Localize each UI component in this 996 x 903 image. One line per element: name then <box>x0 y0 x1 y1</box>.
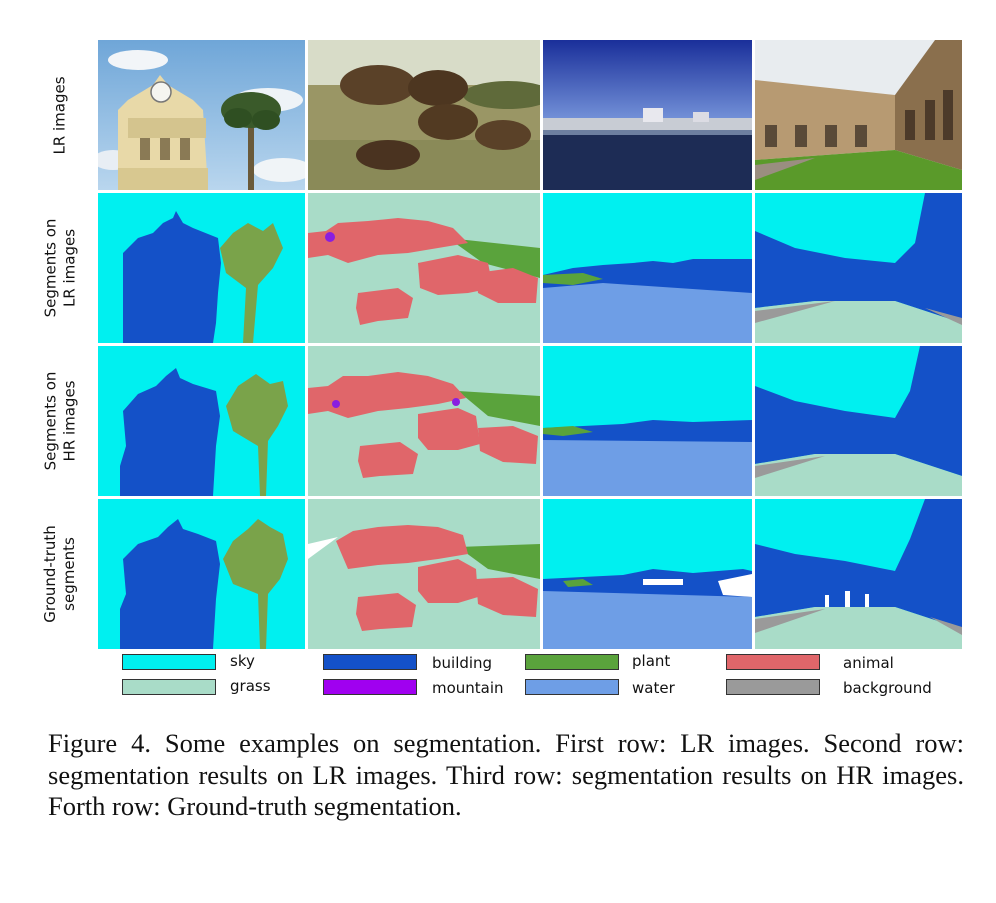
legend-swatch-plant <box>525 654 619 670</box>
seg-lr-courtyard <box>755 193 962 343</box>
lr-photo-harbor <box>543 40 752 190</box>
legend-swatch-animal <box>726 654 820 670</box>
row-label-seg-lr: Segments on LR images <box>41 218 78 318</box>
seg-lr-harbor <box>543 193 752 343</box>
gt-courtyard <box>755 499 962 649</box>
lr-photo-bison <box>308 40 540 190</box>
seg-hr-bell-tower <box>98 346 305 496</box>
legend-swatch-grass <box>122 679 216 695</box>
figure-caption: Figure 4. Some examples on segmentation.… <box>48 728 964 821</box>
seg-hr-bison <box>308 346 540 496</box>
legend-label-mountain: mountain <box>432 679 504 697</box>
legend-label-water: water <box>632 679 675 697</box>
legend-swatch-mountain <box>323 679 417 695</box>
row-label-seg-hr: Segments on HR images <box>41 371 78 471</box>
gt-bison <box>308 499 540 649</box>
legend-label-sky: sky <box>230 652 255 670</box>
seg-lr-bell-tower <box>98 193 305 343</box>
gt-harbor <box>543 499 752 649</box>
seg-lr-bison <box>308 193 540 343</box>
legend-swatch-water <box>525 679 619 695</box>
gt-bell-tower <box>98 499 305 649</box>
row-label-lr: LR images <box>50 75 69 155</box>
legend-swatch-building <box>323 654 417 670</box>
seg-hr-courtyard <box>755 346 962 496</box>
legend-swatch-background <box>726 679 820 695</box>
legend-label-grass: grass <box>230 677 271 695</box>
seg-hr-harbor <box>543 346 752 496</box>
legend-label-background: background <box>843 679 932 697</box>
legend-label-animal: animal <box>843 654 894 672</box>
legend-swatch-sky <box>122 654 216 670</box>
lr-photo-courtyard <box>755 40 962 190</box>
legend-label-plant: plant <box>632 652 671 670</box>
lr-photo-bell-tower <box>98 40 305 190</box>
legend-label-building: building <box>432 654 493 672</box>
row-label-gt: Ground-truth segments <box>41 525 78 623</box>
